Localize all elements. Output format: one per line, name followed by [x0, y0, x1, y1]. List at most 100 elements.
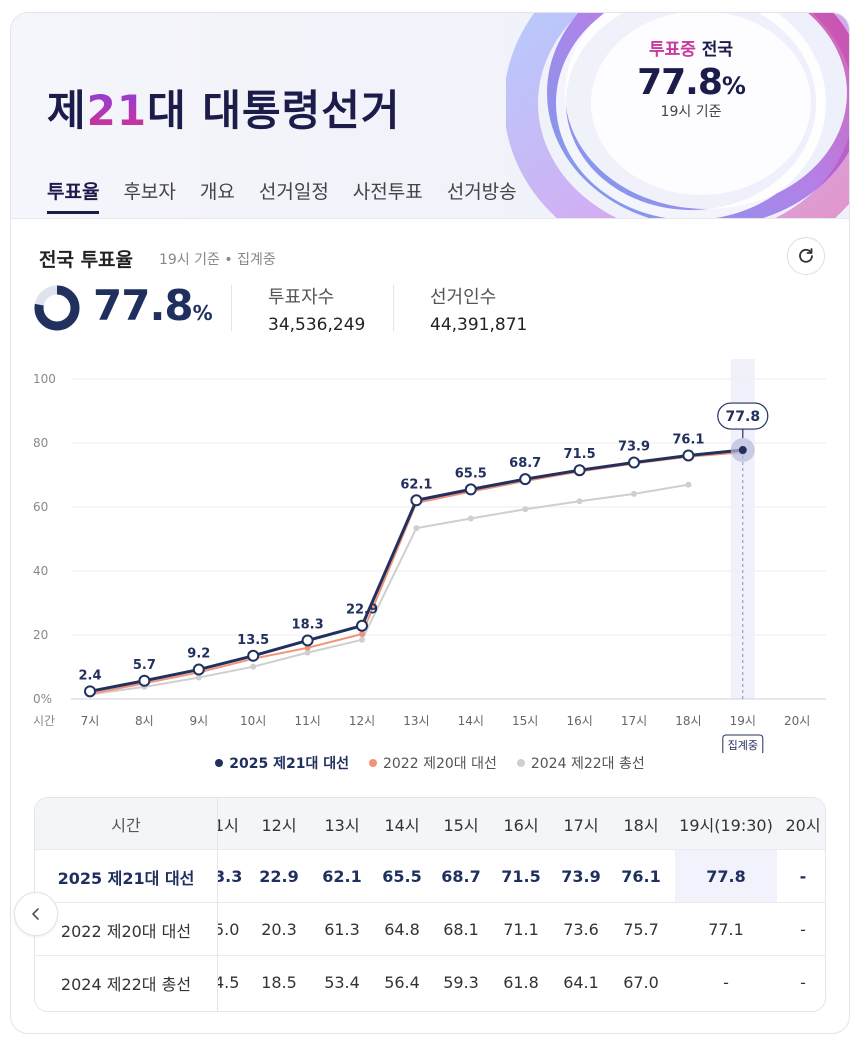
- counting-badge: [722, 734, 764, 753]
- table-header-cell: 19시(19:30): [679, 815, 773, 835]
- table-cell: 71.5: [501, 867, 541, 886]
- series-point: [410, 494, 423, 507]
- table-cell: 61.3: [324, 920, 360, 939]
- table-row-label: 2025 제21대 대선: [35, 850, 217, 903]
- series-point: [356, 619, 368, 632]
- series-point: [247, 649, 260, 662]
- x-tick-label: 10시: [240, 714, 266, 728]
- x-tick-label: 9시: [189, 714, 208, 728]
- data-label: 5.7: [133, 658, 156, 673]
- legend-item-2025[interactable]: 2025 제21대 대선: [215, 753, 349, 773]
- data-label: 18.3: [292, 617, 324, 632]
- table-cell: 20.3: [261, 920, 297, 939]
- refresh-button[interactable]: [787, 237, 825, 275]
- table-cell: -: [800, 973, 806, 992]
- table-cell: 68.1: [443, 920, 479, 939]
- legend-item-2022[interactable]: 2022 제20대 대선: [368, 753, 497, 773]
- series-point: [738, 446, 747, 455]
- tab-early-voting[interactable]: 사전투표: [352, 181, 423, 203]
- y-tick-label: 100: [33, 372, 56, 386]
- table-header-cell: 12시: [261, 815, 297, 835]
- table-header-cell: 14시: [384, 815, 420, 835]
- legend-dot: [368, 759, 377, 767]
- series-point: [682, 449, 695, 462]
- series-point: [685, 481, 692, 488]
- y-tick-label: 0%: [33, 692, 52, 706]
- table-header-cell: 15시: [443, 815, 479, 835]
- table-cell: 77.1: [708, 920, 744, 939]
- series-point: [301, 634, 314, 647]
- table-header-label: 시간: [35, 798, 217, 849]
- table-header-cell: 1시: [214, 815, 239, 835]
- live-turnout-value: 77.8%: [637, 62, 746, 103]
- table-row: 3.3 22.9 62.1 65.5 68.7 71.5 73.9 76.1 77.8 - 2025…: [35, 849, 825, 903]
- live-status-label: 투표중 전국: [648, 40, 734, 60]
- table-cell: 64.8: [384, 920, 420, 939]
- series-point: [84, 685, 96, 698]
- tab-broadcast[interactable]: 선거방송: [446, 181, 517, 203]
- series-point: [138, 674, 151, 687]
- electorate-stat: 선거인수 44,391,871: [430, 283, 527, 335]
- x-tick-label: 7시: [81, 714, 100, 728]
- table-cell: 65.5: [382, 867, 422, 886]
- tab-overview[interactable]: 개요: [199, 181, 235, 203]
- chevron-left-icon: [32, 908, 39, 920]
- data-label: 76.1: [672, 432, 704, 447]
- table-cell: 18.5: [261, 973, 297, 992]
- legend-item-2024[interactable]: 2024 제22대 총선: [516, 753, 645, 773]
- y-tick-label: 40: [33, 564, 48, 578]
- x-tick-label: 18시: [675, 714, 701, 728]
- series-point: [304, 644, 311, 651]
- x-tick-label: 20시: [784, 714, 810, 728]
- stat-divider: [231, 285, 232, 331]
- hero-banner: 제21대 대통령선거 투표중 전국 77.8% 19시 기준 투표율 후보자 개…: [11, 13, 849, 219]
- stat-divider: [393, 285, 394, 331]
- voters-label: 투표자수: [268, 287, 335, 308]
- table-cell: 71.1: [503, 920, 539, 939]
- table-cell: 62.1: [322, 867, 362, 886]
- table-cell: 56.4: [384, 973, 420, 992]
- table-cell: 64.1: [563, 973, 599, 992]
- x-tick-label: 14시: [458, 714, 484, 728]
- series-point: [522, 506, 529, 513]
- live-turnout-box: 투표중 전국 77.8% 19시 기준: [621, 35, 761, 121]
- data-label: 73.9: [618, 440, 650, 455]
- tab-turnout[interactable]: 투표율: [47, 173, 100, 214]
- table-cell: 67.0: [623, 973, 659, 992]
- table-header-cell: 17시: [563, 815, 599, 835]
- table-cell: 5.0: [214, 920, 240, 939]
- x-tick-label: 13시: [403, 714, 429, 728]
- data-label: 9.2: [187, 647, 210, 662]
- table-row-label: 2024 제22대 총선: [35, 956, 217, 1009]
- table-cell: 4.5: [214, 973, 240, 992]
- page-title: 제21대 대통령선거: [47, 86, 401, 135]
- legend-dot: [516, 759, 525, 767]
- series-point: [192, 663, 205, 676]
- table-row-label: 2022 제20대 대선: [35, 903, 217, 956]
- section-subtitle: 19시 기준 • 집계중: [159, 252, 276, 268]
- turnout-big-value: 77.8%: [93, 281, 213, 330]
- series-point: [573, 464, 586, 477]
- series-point: [304, 649, 311, 656]
- table-cell: -: [799, 867, 807, 886]
- series-point: [195, 674, 202, 681]
- series-point: [631, 490, 637, 497]
- series-point: [359, 636, 365, 643]
- voters-stat: 투표자수 34,536,249: [268, 283, 365, 335]
- data-label: 65.5: [455, 466, 487, 481]
- table-cell: 22.9: [259, 867, 299, 886]
- table-header-cell: 20시: [785, 815, 821, 835]
- data-label: 2.4: [78, 668, 101, 683]
- data-label: 22.9: [346, 603, 378, 618]
- series-point: [359, 631, 365, 638]
- voters-value: 34,536,249: [268, 315, 366, 335]
- tab-candidates[interactable]: 후보자: [123, 181, 176, 203]
- table-label-divider: [217, 798, 218, 1011]
- series-point: [628, 456, 640, 469]
- election-card: 제21대 대통령선거 투표중 전국 77.8% 19시 기준 투표율 후보자 개…: [10, 12, 850, 1034]
- scroll-left-button[interactable]: [14, 892, 58, 936]
- tab-schedule[interactable]: 선거일정: [258, 181, 329, 203]
- data-label: 71.5: [564, 447, 596, 462]
- y-tick-label: 80: [33, 436, 48, 450]
- x-tick-label: 19시: [730, 714, 756, 728]
